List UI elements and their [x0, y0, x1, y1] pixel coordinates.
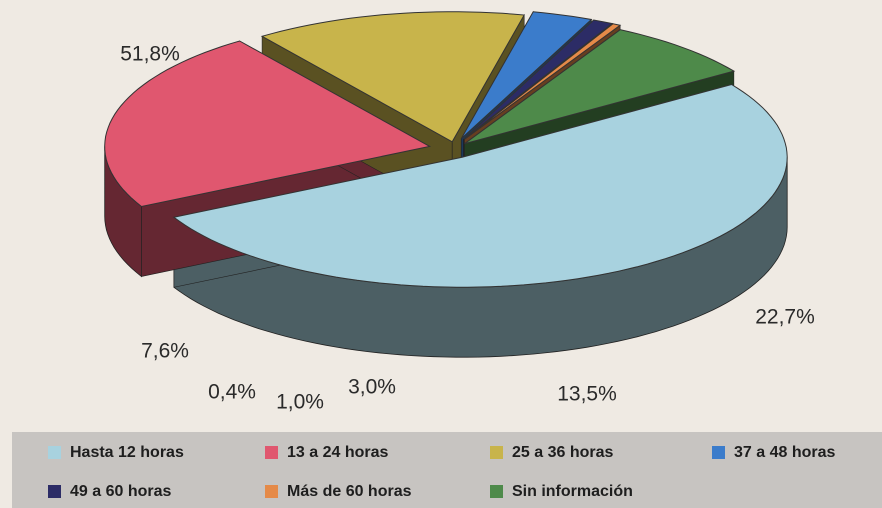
slice	[464, 23, 622, 140]
data-label: 3,0%	[348, 376, 396, 399]
legend-swatch	[712, 446, 725, 459]
legend-label: 49 a 60 horas	[70, 483, 172, 500]
data-label: 22,7%	[755, 306, 815, 329]
data-label: 0,4%	[208, 381, 256, 404]
slice	[260, 11, 526, 143]
legend-label: 25 a 36 horas	[512, 444, 614, 461]
legend-swatch	[490, 446, 503, 459]
legend-swatch	[265, 485, 278, 498]
legend-label: Hasta 12 horas	[70, 444, 184, 461]
legend-label: 37 a 48 horas	[734, 444, 836, 461]
legend-swatch	[490, 485, 503, 498]
legend-label: Sin información	[512, 483, 633, 500]
legend-swatch	[48, 446, 61, 459]
legend-panel	[12, 432, 882, 508]
data-label: 7,6%	[141, 340, 189, 363]
slice	[104, 40, 432, 208]
data-label: 51,8%	[120, 43, 180, 66]
slice	[172, 83, 788, 288]
legend-label: 13 a 24 horas	[287, 444, 389, 461]
data-label: 13,5%	[557, 383, 617, 406]
slice	[463, 19, 614, 140]
data-label: 1,0%	[276, 391, 324, 414]
legend-swatch	[48, 485, 61, 498]
legend-swatch	[265, 446, 278, 459]
slice	[464, 29, 736, 145]
slice	[460, 11, 593, 139]
legend-label: Más de 60 horas	[287, 483, 412, 500]
